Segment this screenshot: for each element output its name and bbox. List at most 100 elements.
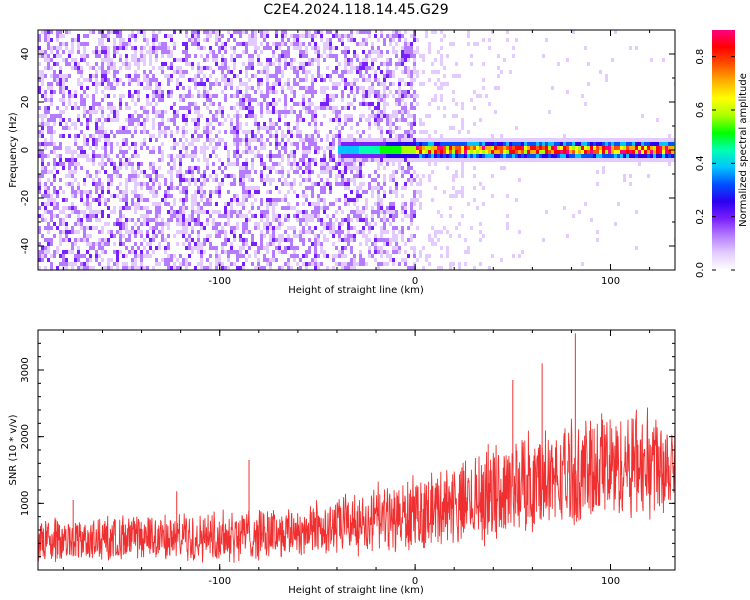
heat-cell	[254, 30, 257, 34]
heat-cell	[374, 78, 377, 82]
heat-cell	[398, 166, 401, 170]
heat-cell	[47, 122, 50, 126]
heat-cell	[332, 162, 335, 166]
heat-cell	[308, 126, 311, 130]
heat-cell	[236, 130, 239, 134]
heat-cell	[173, 122, 176, 126]
heat-cell	[68, 98, 71, 102]
heat-cell	[389, 146, 392, 150]
heat-cell	[341, 118, 344, 122]
heat-cell	[68, 238, 71, 242]
heat-cell	[134, 74, 137, 78]
heat-cell	[383, 138, 386, 142]
heat-cell	[476, 94, 479, 98]
heat-cell	[98, 246, 101, 250]
heat-cell	[116, 174, 119, 178]
heat-cell	[431, 198, 434, 202]
heat-cell	[482, 78, 485, 82]
heat-cell	[170, 266, 173, 270]
heat-cell	[122, 82, 125, 86]
heat-cell	[437, 210, 440, 214]
heat-cell	[185, 106, 188, 110]
heat-cell	[431, 102, 434, 106]
heat-cell	[302, 70, 305, 74]
heat-cell	[338, 74, 341, 78]
heat-cell	[503, 150, 506, 154]
heat-cell	[338, 134, 341, 138]
heat-cell	[242, 254, 245, 258]
heat-cell	[116, 78, 119, 82]
heat-cell	[458, 262, 461, 266]
heat-cell	[122, 198, 125, 202]
heat-cell	[44, 142, 47, 146]
heat-cell	[236, 210, 239, 214]
heat-cell	[365, 158, 368, 162]
heat-cell	[455, 166, 458, 170]
heat-cell	[299, 54, 302, 58]
heat-cell	[284, 62, 287, 66]
heat-cell	[38, 174, 41, 178]
heat-cell	[242, 246, 245, 250]
heat-cell	[284, 34, 287, 38]
heat-cell	[350, 142, 353, 146]
heat-cell	[125, 246, 128, 250]
heat-cell	[377, 98, 380, 102]
heat-cell	[89, 254, 92, 258]
heat-cell	[254, 90, 257, 94]
heat-cell	[215, 58, 218, 62]
heat-cell	[356, 186, 359, 190]
heat-cell	[233, 94, 236, 98]
heat-cell	[236, 102, 239, 106]
heat-cell	[194, 154, 197, 158]
heat-cell	[143, 238, 146, 242]
heat-cell	[494, 150, 497, 154]
heat-cell	[386, 66, 389, 70]
heat-cell	[44, 106, 47, 110]
heat-cell	[443, 158, 446, 162]
heat-cell	[413, 98, 416, 102]
heat-cell	[191, 86, 194, 90]
heat-cell	[461, 146, 464, 150]
heat-cell	[206, 266, 209, 270]
heat-cell	[377, 142, 380, 146]
heat-cell	[182, 42, 185, 46]
heat-cell	[410, 42, 413, 46]
heat-cell	[95, 90, 98, 94]
heat-cell	[323, 150, 326, 154]
heat-cell	[170, 58, 173, 62]
heat-cell	[308, 90, 311, 94]
heat-cell	[122, 206, 125, 210]
heat-cell	[389, 58, 392, 62]
heat-cell	[338, 174, 341, 178]
heat-cell	[224, 206, 227, 210]
heat-cell	[302, 254, 305, 258]
heat-cell	[440, 62, 443, 66]
heat-cell	[149, 86, 152, 90]
heat-cell	[161, 154, 164, 158]
heat-cell	[422, 194, 425, 198]
heat-cell	[386, 74, 389, 78]
heat-cell	[428, 234, 431, 238]
heat-cell	[188, 110, 191, 114]
heat-cell	[122, 214, 125, 218]
heat-cell	[359, 90, 362, 94]
heat-cell	[365, 78, 368, 82]
heat-cell	[239, 182, 242, 186]
heat-cell	[380, 82, 383, 86]
heat-cell	[167, 54, 170, 58]
heat-cell	[131, 166, 134, 170]
heat-cell	[341, 34, 344, 38]
heat-cell	[86, 170, 89, 174]
heat-cell	[371, 142, 374, 146]
heat-cell	[251, 42, 254, 46]
heat-cell	[458, 190, 461, 194]
heat-cell	[59, 34, 62, 38]
heat-cell	[170, 254, 173, 258]
heat-cell	[395, 150, 398, 154]
heat-cell	[377, 182, 380, 186]
heat-cell	[392, 170, 395, 174]
heat-cell	[434, 210, 437, 214]
heat-cell	[401, 62, 404, 66]
heat-cell	[251, 30, 254, 34]
heat-cell	[89, 126, 92, 130]
